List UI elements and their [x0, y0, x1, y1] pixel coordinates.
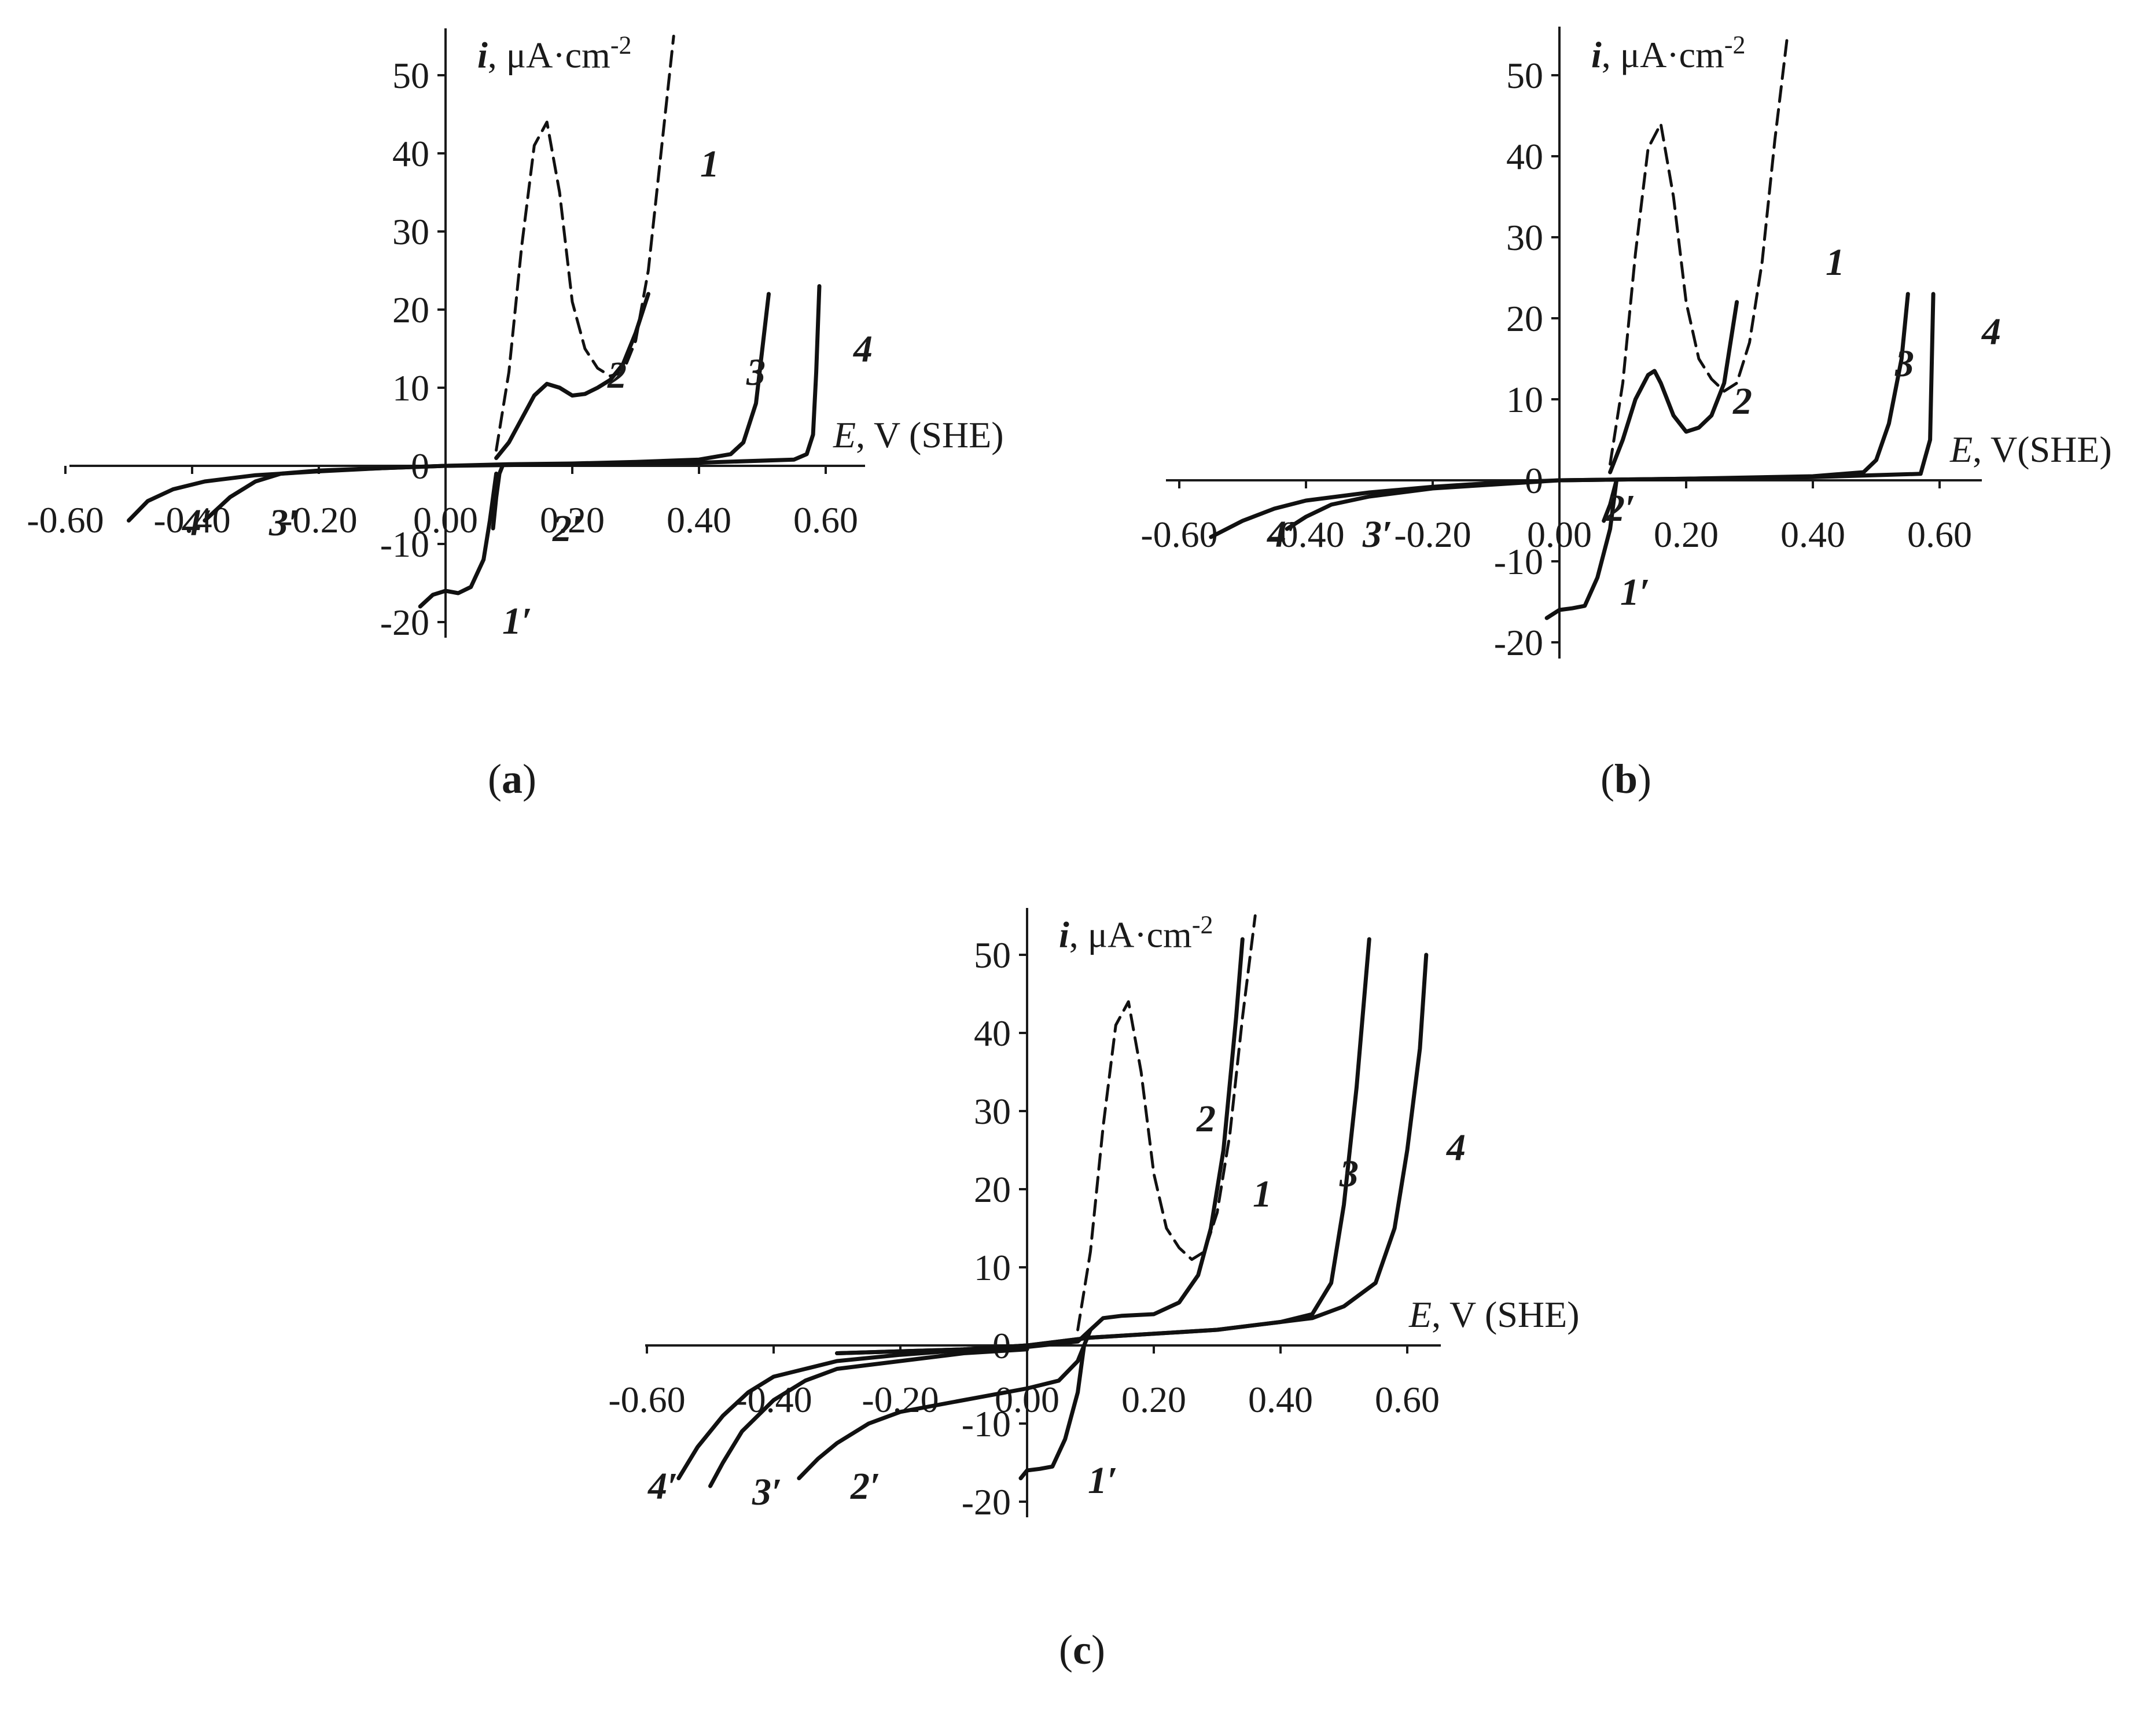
curve-label: 3 [746, 351, 766, 394]
series-line-2-prime [1602, 478, 1619, 523]
x-axis-title: E, V(SHE) [1949, 429, 2112, 470]
x-tick-label: 0.40 [1780, 514, 1845, 555]
series-line-1-prime [418, 472, 499, 609]
curve-label: 2′ [1605, 487, 1636, 529]
curve-label: 1′ [502, 600, 532, 642]
curve-label: 4′ [1266, 513, 1297, 556]
panel-caption: (a) [488, 756, 536, 802]
curve-label: 4 [852, 328, 873, 370]
curve-label: 4′ [181, 502, 212, 544]
curve-label: 1′ [1088, 1459, 1118, 1502]
series-line-2-prime [797, 1327, 1092, 1480]
curve-label: 2′ [850, 1465, 881, 1507]
series-line-4-prime [676, 1343, 1029, 1480]
y-tick-label: 40 [974, 1013, 1011, 1054]
series-line-4-prime [1209, 478, 1562, 539]
y-axis-title: i, μA·cm-2 [1059, 911, 1213, 955]
curve-label: 2 [607, 354, 627, 396]
x-tick-label: 0.40 [667, 499, 731, 540]
x-tick-label: 0.00 [995, 1379, 1059, 1420]
curve-label: 4′ [647, 1465, 678, 1507]
y-tick-label: 30 [974, 1091, 1011, 1132]
curve-label: 2′ [552, 508, 583, 550]
series-line-2 [494, 292, 650, 460]
curve-label: 1 [700, 143, 719, 185]
curve-label: 1 [1826, 241, 1845, 284]
x-tick-label: 0.00 [1527, 514, 1592, 555]
series-line-4 [835, 953, 1429, 1355]
series-line-1-prime [1544, 478, 1619, 620]
y-tick-label: 40 [1506, 136, 1543, 177]
series-line-4-prime [127, 464, 448, 523]
y-tick-label: 20 [974, 1169, 1011, 1210]
x-axis-title: E, V (SHE) [833, 414, 1004, 455]
y-axis-title: i, μA·cm-2 [1591, 31, 1745, 75]
series-line-3 [835, 937, 1371, 1355]
curve-label: 3′ [1362, 513, 1393, 556]
series-line-1 [1609, 33, 1789, 466]
series-line-2-prime [491, 464, 505, 531]
curve-label: 3 [1339, 1153, 1359, 1195]
series-line-4 [1557, 292, 1936, 483]
series-line-2 [962, 937, 1245, 1352]
series-line-4 [443, 284, 822, 468]
x-tick-label: 0.60 [793, 499, 858, 540]
y-tick-label: 10 [1506, 379, 1543, 420]
series-line-1 [495, 35, 675, 452]
series-line-1-prime [1018, 1343, 1086, 1480]
curve-label: 3′ [268, 502, 299, 544]
x-tick-label: 0.20 [1121, 1379, 1186, 1420]
y-tick-label: 50 [974, 935, 1011, 976]
x-tick-label: -0.60 [1140, 514, 1217, 555]
y-tick-label: -10 [1494, 541, 1543, 582]
series-line-3-prime [708, 1347, 1029, 1488]
x-tick-label: -0.60 [27, 499, 104, 540]
curve-label: 2 [1732, 380, 1752, 422]
x-tick-label: 0.20 [540, 499, 605, 540]
x-tick-label: -0.60 [608, 1379, 685, 1420]
curve-label: 3 [1894, 343, 1914, 385]
panel-caption: (b) [1601, 756, 1651, 802]
x-tick-label: -0.20 [1394, 514, 1471, 555]
y-tick-label: -20 [962, 1481, 1011, 1523]
y-tick-label: 10 [392, 367, 429, 409]
x-tick-label: -0.20 [280, 499, 357, 540]
curve-label: 1′ [1620, 571, 1650, 613]
y-tick-label: 50 [1506, 55, 1543, 96]
x-tick-label: 0.60 [1375, 1379, 1440, 1420]
y-tick-label: 30 [1506, 217, 1543, 258]
curve-label: 2 [1196, 1098, 1216, 1140]
curve-label: 4 [1445, 1127, 1466, 1169]
y-tick-label: -10 [962, 1403, 1011, 1444]
panel-caption: (c) [1059, 1627, 1105, 1673]
y-tick-label: 20 [1506, 298, 1543, 339]
x-tick-label: -0.40 [1267, 514, 1344, 555]
y-tick-label: 10 [974, 1247, 1011, 1288]
y-tick-label: 20 [392, 289, 429, 330]
y-tick-label: 30 [392, 211, 429, 252]
y-axis-title: i, μA·cm-2 [477, 31, 631, 76]
x-tick-label: 0.00 [413, 499, 478, 540]
series-line-1 [1076, 914, 1257, 1332]
curve-label: 1 [1253, 1173, 1272, 1215]
curve-label: 4 [1981, 311, 2001, 353]
curve-label: 3′ [752, 1471, 782, 1513]
series-line-2 [1608, 300, 1739, 475]
y-tick-label: -10 [380, 524, 429, 565]
x-tick-label: 0.40 [1248, 1379, 1313, 1420]
x-tick-label: 0.60 [1907, 514, 1972, 555]
y-tick-label: 40 [392, 133, 429, 174]
y-tick-label: -20 [380, 602, 429, 643]
y-tick-label: -20 [1494, 622, 1543, 663]
y-tick-label: 50 [392, 55, 429, 96]
x-tick-label: 0.20 [1654, 514, 1719, 555]
x-axis-title: E, V (SHE) [1408, 1294, 1580, 1335]
